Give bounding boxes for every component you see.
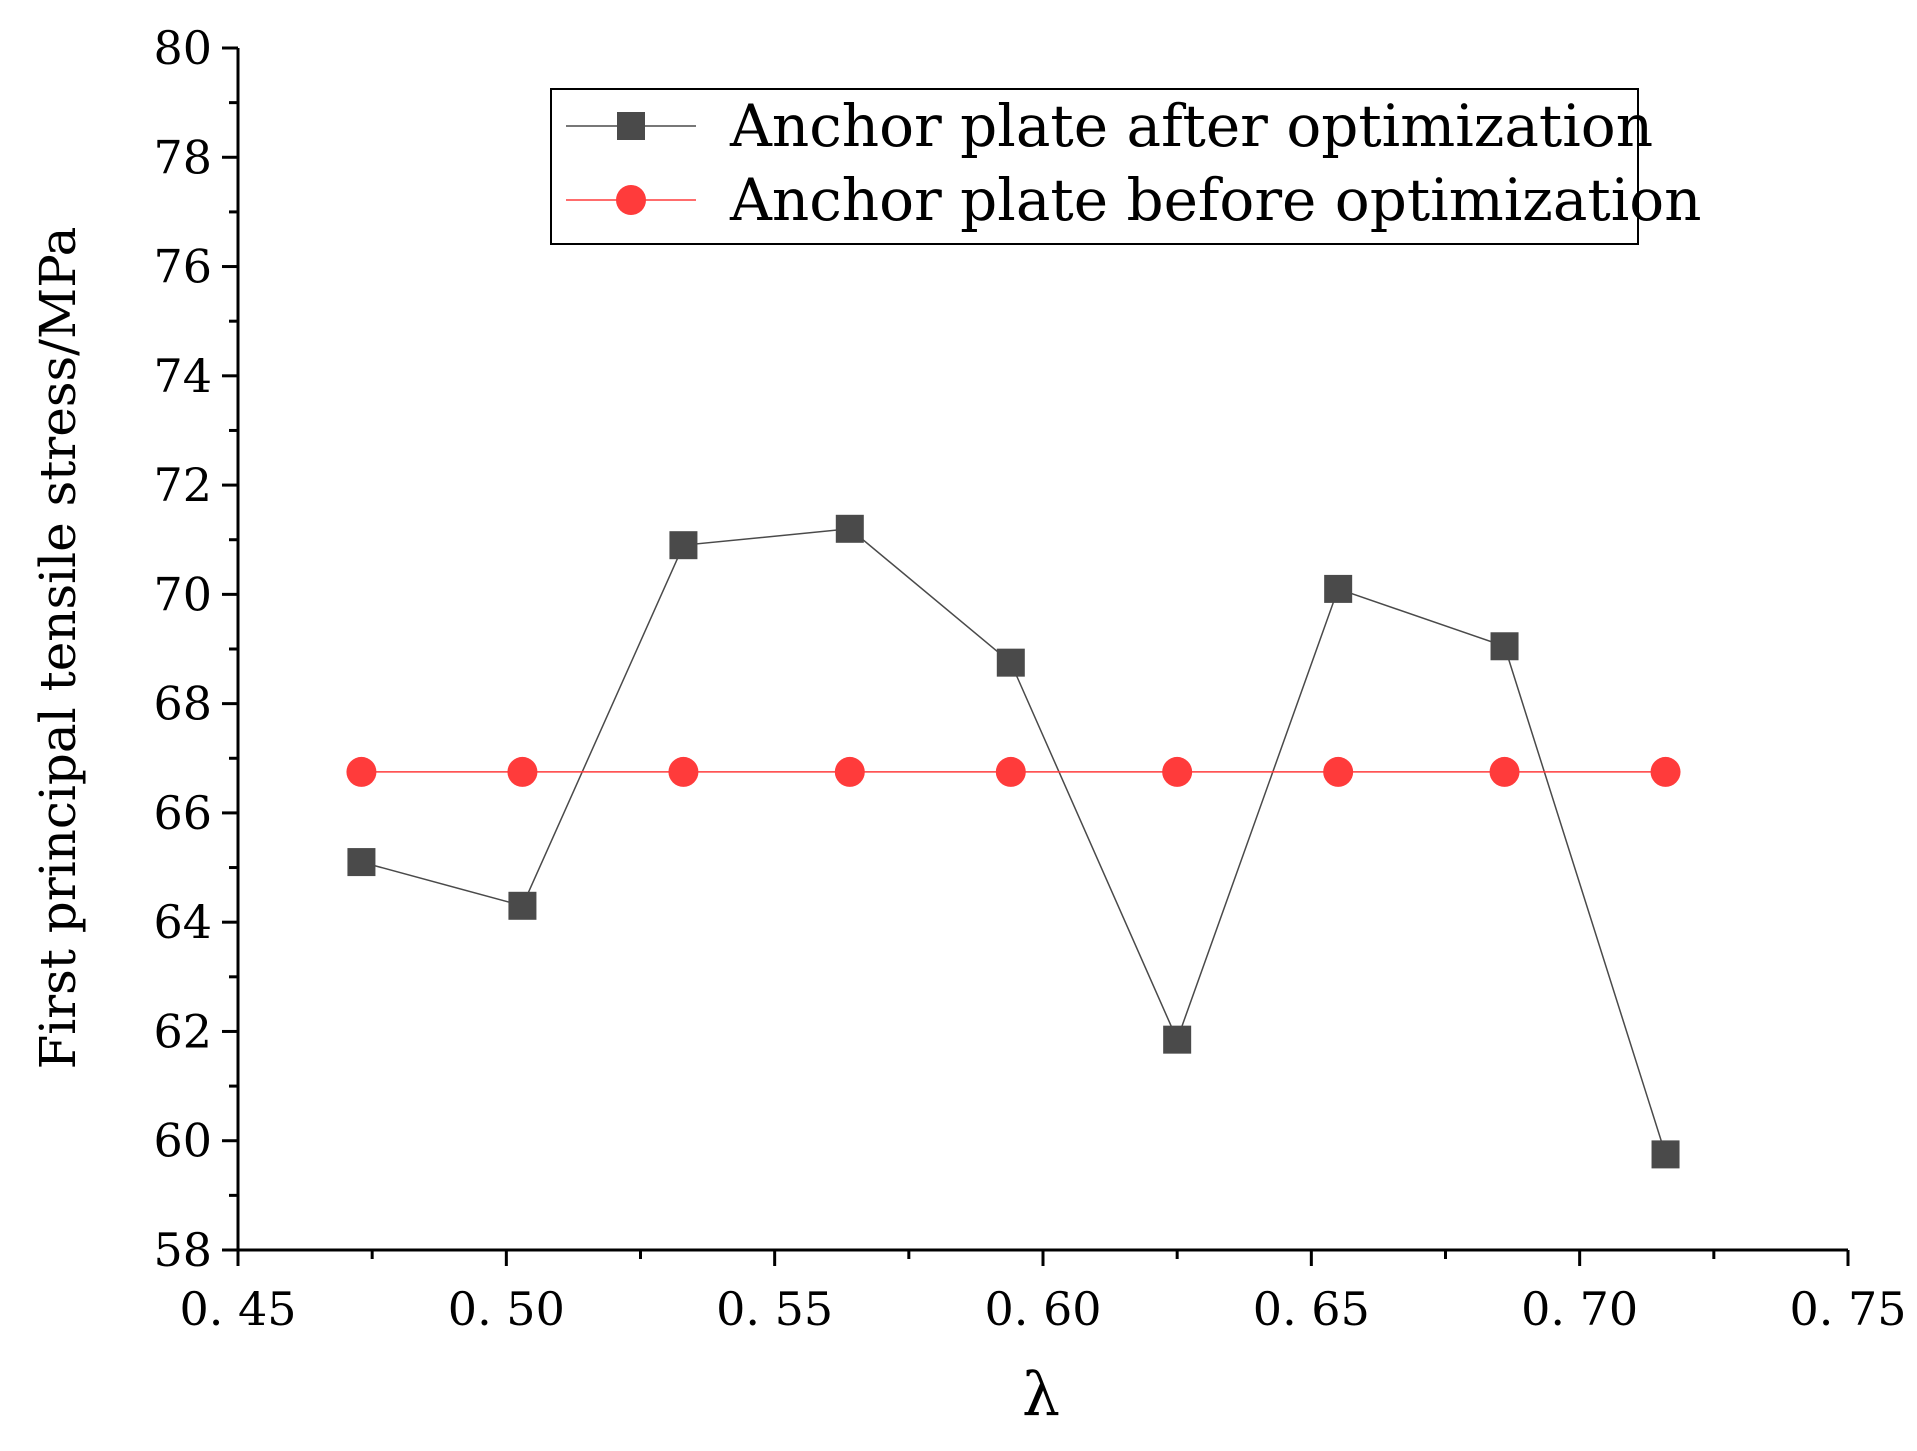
data-point-circle — [668, 756, 699, 787]
data-point-circle — [995, 756, 1026, 787]
data-point-square — [1163, 1025, 1192, 1054]
data-point-square — [669, 531, 698, 560]
x-tick-label: 0. 65 — [1253, 1282, 1370, 1336]
x-tick-label: 0. 55 — [716, 1282, 833, 1336]
y-tick-label: 64 — [153, 895, 212, 949]
data-point-circle — [507, 756, 538, 787]
data-point-circle — [1650, 756, 1681, 787]
x-tick-label: 0. 70 — [1521, 1282, 1638, 1336]
data-point-square — [1324, 574, 1353, 603]
y-axis-label: First principal tensile stress/MPa — [29, 227, 87, 1070]
y-tick-label: 58 — [153, 1223, 212, 1277]
y-tick-label: 80 — [153, 21, 212, 75]
y-tick-label: 62 — [153, 1004, 212, 1058]
y-tick-label: 76 — [153, 240, 212, 294]
data-point-circle — [834, 756, 865, 787]
series-after-optimization — [347, 514, 1680, 1169]
data-point-circle — [1162, 756, 1193, 787]
y-tick-label: 74 — [153, 349, 212, 403]
legend-label-before: Anchor plate before optimization — [729, 166, 1702, 234]
x-tick-label: 0. 45 — [179, 1282, 296, 1336]
y-tick-label: 70 — [153, 567, 212, 621]
data-point-square — [1490, 632, 1519, 661]
legend-marker-after — [617, 112, 645, 140]
series-before-optimization — [346, 756, 1681, 787]
data-point-square — [508, 891, 537, 920]
x-tick-label: 0. 75 — [1789, 1282, 1906, 1336]
data-point-square — [835, 514, 864, 543]
data-point-circle — [346, 756, 377, 787]
series-layer — [346, 514, 1681, 1169]
data-point-circle — [1323, 756, 1354, 787]
y-tick-label: 66 — [153, 786, 212, 840]
y-tick-label: 60 — [153, 1114, 212, 1168]
legend-label-after: Anchor plate after optimization — [729, 92, 1653, 160]
data-point-circle — [1489, 756, 1520, 787]
y-tick-label: 72 — [153, 458, 212, 512]
y-axis-ticks: 58 60 62 64 66 68 70 72 74 76 78 80 — [153, 21, 238, 1277]
data-point-square — [1651, 1140, 1680, 1169]
x-axis-ticks: 0. 45 0. 50 0. 55 0. 60 0. 65 0. 70 0. 75 — [179, 1250, 1907, 1336]
series-line — [361, 528, 1667, 1155]
x-tick-label: 0. 60 — [984, 1282, 1101, 1336]
legend: Anchor plate after optimization Anchor p… — [550, 88, 1702, 245]
legend-marker-before — [616, 185, 646, 215]
legend-box — [550, 88, 1639, 245]
x-axis-label: λ — [1022, 1360, 1060, 1430]
y-tick-label: 68 — [153, 677, 212, 731]
y-tick-label: 78 — [153, 130, 212, 184]
data-point-square — [996, 648, 1025, 677]
x-tick-label: 0. 50 — [448, 1282, 565, 1336]
data-point-square — [347, 848, 376, 877]
